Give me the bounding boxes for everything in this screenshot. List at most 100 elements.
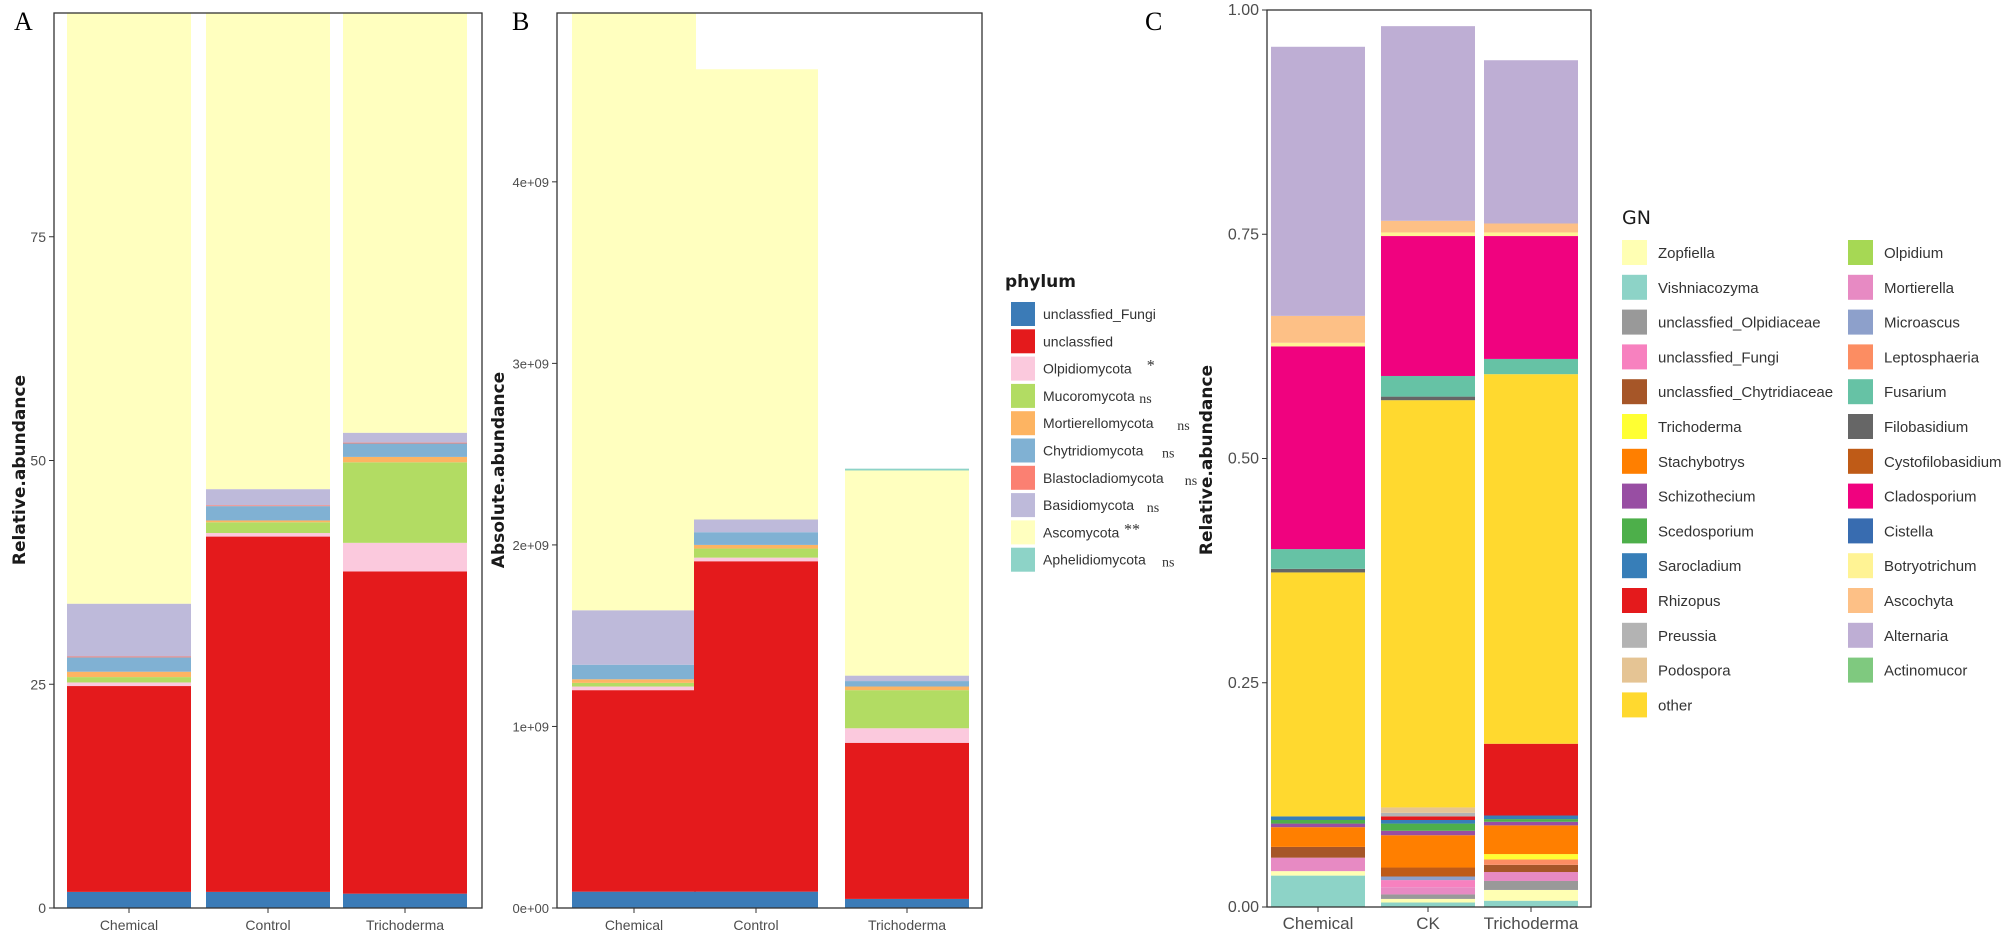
bar-segment-b-trichoderma-unclassfied_fungi [845,898,969,908]
bar-segment-c-trichoderma-mortierella [1484,872,1578,881]
bar-segment-b-chemical-basidiomycota [572,610,696,665]
legend-swatch [1622,483,1647,509]
bar-segment-c-chemical-filobasidium [1271,568,1365,573]
x-tick-label: Trichoderma [366,917,444,933]
legend-swatch [1622,344,1647,370]
panel-a-bars [67,13,467,908]
panel-a-y-axis-title: Relative.abundance [10,375,30,565]
bar-segment-c-chemical-sarocladium [1271,816,1365,820]
bar-segment-c-chemical-scedosporium [1271,819,1365,824]
legend-label: Actinomucor [1884,663,1967,680]
bar-segment-c-chemical-ascochyta [1271,315,1365,343]
bar-segment-c-trichoderma-schizothecium [1484,821,1578,826]
bar-segment-c-trichoderma-scedosporium [1484,819,1578,822]
bar-segment-b-chemical-ascomycota [572,13,696,611]
bar-segment-c-trichoderma-vishniacozyma [1484,900,1578,907]
y-tick-label: 0e+00 [512,901,549,916]
legend-label: Aphelidiomycota [1043,552,1146,568]
legend-swatch [1848,518,1873,544]
bar-segment-c-chemical-cladosporium [1271,346,1365,550]
bar-segment-a-trichoderma-mucoromycota [343,462,467,543]
legend-swatch [1622,379,1647,405]
panel-c-legend-items: Zopfiella Vishniacozyma unclassfied_Olpidi… [1622,240,2002,718]
legend-label: Blastocladiomycota [1043,470,1164,486]
x-tick-label: Chemical [605,917,663,933]
y-tick-label: 50 [30,453,46,469]
legend-swatch [1622,240,1647,265]
legend-swatch [1011,520,1035,545]
legend-significance: ns [1139,392,1151,407]
bar-segment-b-control-ascomycota [694,69,818,520]
legend-significance: ns [1185,474,1197,489]
panel-b-legend-title: phylum [1005,272,1076,292]
legend-swatch [1011,383,1035,408]
bar-segment-a-control-unclassfied_fungi [206,891,330,908]
y-tick-label: 0 [38,900,46,916]
y-tick-label: 0.00 [1228,899,1259,916]
bar-segment-c-trichoderma-alternaria [1484,60,1578,224]
bar-segment-a-trichoderma-ascomycota [343,13,467,433]
bar-segment-c-ck-cladosporium [1381,236,1475,376]
y-tick-label: 0.25 [1228,675,1259,692]
bar-segment-c-ck-botryotrichum [1381,232,1475,237]
legend-label: unclassfied_Fungi [1658,349,1779,366]
bar-segment-b-chemical-mucoromycota [572,682,696,687]
legend-swatch [1848,274,1873,300]
bar-segment-c-chemical-mortierella [1271,857,1365,872]
legend-swatch [1848,309,1873,335]
legend-label: Olpidium [1884,245,1943,262]
legend-significance: ns [1147,501,1159,516]
panel-a-x-ticks: Chemical Control Trichoderma [100,908,444,933]
bar-segment-a-trichoderma-chytridiomycota [343,443,467,457]
x-tick-label: Control [245,917,290,933]
legend-swatch [1848,379,1873,405]
bar-segment-a-chemical-olpidiomycota [67,682,191,687]
y-tick-label: 75 [30,229,46,245]
bar-segment-a-chemical-basidiomycota [67,603,191,657]
bar-segment-b-control-mortierellomycota [694,544,818,549]
bar-segment-b-trichoderma-mortierellomycota [845,686,969,691]
bar-segment-c-chemical-unclassfied_chytridiaceae [1271,846,1365,858]
bar-segment-c-trichoderma-fusarium [1484,358,1578,375]
bar-segment-c-trichoderma-stachybotrys [1484,825,1578,855]
legend-swatch [1622,448,1647,474]
legend-swatch [1848,657,1873,683]
bar-segment-b-control-unclassfied_fungi [694,891,818,908]
x-tick-label: Control [733,917,778,933]
bar-segment-c-trichoderma-botryotrichum [1484,232,1578,237]
legend-swatch [1011,493,1035,518]
panel-a-letter: A [14,7,33,36]
bar-segment-c-ck-filobasidium [1381,396,1475,401]
bar-segment-b-chemical-olpidiomycota [572,686,696,691]
bar-segment-b-trichoderma-olpidiomycota [845,728,969,743]
bar-segment-c-trichoderma-unclassfied_olpidiaceae [1484,880,1578,890]
bar-segment-c-trichoderma-zopfiella [1484,889,1578,901]
y-tick-label: 3e+09 [512,356,549,371]
bar-segment-c-trichoderma-leptosphaeria [1484,859,1578,865]
bar-segment-b-control-mucoromycota [694,548,818,558]
bar-segment-c-trichoderma-ascochyta [1484,223,1578,233]
bar-segment-b-trichoderma-chytridiomycota [845,681,969,687]
legend-label: Fusarium [1884,384,1947,401]
bar-segment-c-chemical-stachybotrys [1271,827,1365,847]
legend-label: Podospora [1658,663,1731,680]
bar-segment-c-chemical-botryotrichum [1271,342,1365,347]
panel-c-legend-title: GN [1622,207,1651,229]
bar-segment-c-ck-schizothecium [1381,830,1475,836]
y-tick-label: 1.00 [1228,2,1259,19]
panel-b-frame [556,12,983,909]
legend-significance: ns [1177,419,1189,434]
panel-b-legend-items: unclassfied_Fungi unclassfied Olpidiomycot… [1011,302,1197,572]
panel-c: C Relative.abundance 0.00 0.25 0.50 0.75 1.0… [1145,2,1592,933]
legend-label: unclassfied_Chytridiaceae [1658,384,1833,401]
bar-segment-c-trichoderma-trichoderma [1484,854,1578,860]
legend-label: Cladosporium [1884,489,1977,506]
panel-b-x-ticks: Chemical Control Trichoderma [605,908,946,933]
bar-segment-c-chemical-fusarium [1271,549,1365,569]
legend-label: Cistella [1884,523,1934,540]
legend-label: Cystofilobasidium [1884,454,2002,471]
panel-c-legend: GN Zopfiella Vishniacozyma unclassfied_Olp… [1622,207,2002,718]
bar-segment-a-trichoderma-blastocladiomycota [343,442,467,444]
panel-b-y-axis-title: Absolute.abundance [489,372,509,568]
